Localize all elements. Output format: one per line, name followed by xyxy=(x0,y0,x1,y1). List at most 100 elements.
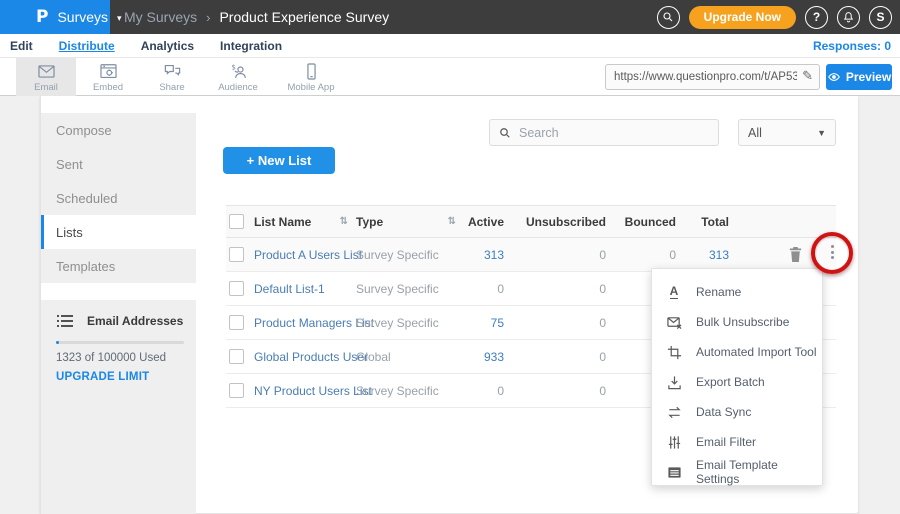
survey-nav-tabs: Edit Distribute Analytics Integration Re… xyxy=(0,34,900,58)
list-name-link[interactable]: Default List-1 xyxy=(254,281,325,296)
list-name-link[interactable]: Product A Users List xyxy=(254,247,363,262)
mobile-app-icon xyxy=(306,62,316,80)
list-name-link[interactable]: Global Products User xyxy=(254,349,369,364)
top-header-bar: P Surveys ▾ My Surveys › Product Experie… xyxy=(0,0,900,34)
breadcrumb-parent[interactable]: My Surveys xyxy=(124,9,198,25)
tab-integration[interactable]: Integration xyxy=(220,38,283,53)
select-all-checkbox[interactable] xyxy=(229,214,244,229)
unsubscribed-count[interactable]: 0 xyxy=(599,247,606,262)
search-icon xyxy=(663,12,673,22)
menu-item-automated-import-tool[interactable]: Automated Import Tool xyxy=(652,337,822,367)
svg-text:$: $ xyxy=(231,62,236,71)
sidebar-item-sent[interactable]: Sent xyxy=(56,156,83,172)
menu-item-email-filter[interactable]: Email Filter xyxy=(652,427,822,457)
email-template-settings-icon xyxy=(666,464,682,480)
chevron-down-icon: ▾ xyxy=(117,12,122,23)
product-switcher[interactable]: P Surveys ▾ xyxy=(0,0,122,34)
embed-icon xyxy=(99,63,117,78)
email-filter-icon xyxy=(666,434,682,450)
survey-url-value: https://www.questionpro.com/t/AP53kZgfo xyxy=(614,71,797,83)
email-icon xyxy=(37,64,55,78)
list-filter-dropdown[interactable]: All ▼ xyxy=(738,119,836,146)
tab-analytics[interactable]: Analytics xyxy=(140,38,195,53)
email-usage-progress-bar xyxy=(56,341,184,344)
upgrade-limit-link[interactable]: UPGRADE LIMIT xyxy=(56,371,150,383)
lists-sidebar: Compose Sent Scheduled Lists Templates xyxy=(41,113,196,283)
breadcrumb: My Surveys › Product Experience Survey xyxy=(124,0,389,34)
sidebar-item-lists[interactable]: Lists xyxy=(41,215,196,249)
edit-url-icon[interactable]: ✎ xyxy=(802,68,813,83)
delete-list-icon[interactable] xyxy=(788,246,803,263)
row-checkbox[interactable] xyxy=(229,315,244,330)
product-menu-label: Surveys xyxy=(57,9,109,25)
notifications-button[interactable] xyxy=(837,5,860,29)
search-button[interactable] xyxy=(656,5,680,29)
export-batch-icon xyxy=(666,374,682,390)
automated-import-icon xyxy=(666,344,682,360)
audience-icon: $ xyxy=(231,62,246,78)
distribute-content-card: Compose Sent Scheduled Lists Templates E… xyxy=(40,96,858,514)
list-name-link[interactable]: NY Product Users List xyxy=(254,383,372,398)
active-count[interactable]: 75 xyxy=(490,315,504,330)
sidebar-item-templates[interactable]: Templates xyxy=(56,258,116,274)
share-icon xyxy=(164,64,180,76)
data-sync-icon xyxy=(666,404,682,420)
sidebar-item-scheduled[interactable]: Scheduled xyxy=(56,190,118,206)
list-search-box xyxy=(489,119,719,146)
avatar[interactable]: S xyxy=(869,5,892,29)
upgrade-now-button[interactable]: Upgrade Now xyxy=(688,5,796,29)
channel-audience[interactable]: $ Audience xyxy=(218,62,258,93)
email-addresses-title: Email Addresses xyxy=(87,314,184,328)
email-addresses-icon xyxy=(57,315,73,327)
unsubscribed-count[interactable]: 0 xyxy=(599,383,606,398)
email-addresses-panel: Email Addresses 1323 of 100000 Used UPGR… xyxy=(41,300,196,514)
survey-url-field[interactable]: https://www.questionpro.com/t/AP53kZgfo … xyxy=(605,64,820,90)
sidebar-item-compose[interactable]: Compose xyxy=(56,122,112,138)
total-count[interactable]: 313 xyxy=(708,247,729,262)
unsubscribed-count[interactable]: 0 xyxy=(599,315,606,330)
row-checkbox[interactable] xyxy=(229,247,244,262)
row-checkbox[interactable] xyxy=(229,349,244,364)
new-list-button[interactable]: + New List xyxy=(223,147,335,174)
menu-item-bulk-unsubscribe[interactable]: Bulk Unsubscribe xyxy=(652,307,822,337)
active-count[interactable]: 933 xyxy=(483,349,504,364)
unsubscribed-count[interactable]: 0 xyxy=(599,349,606,364)
active-count[interactable]: 0 xyxy=(497,281,504,296)
questionpro-logo: P xyxy=(36,7,49,27)
eye-icon xyxy=(827,73,840,81)
active-count[interactable]: 0 xyxy=(497,383,504,398)
sort-icon[interactable]: ⇅ xyxy=(339,216,348,227)
tab-edit[interactable]: Edit xyxy=(10,38,33,53)
channel-mobile-app[interactable]: Mobile App xyxy=(272,58,350,96)
row-checkbox[interactable] xyxy=(229,383,244,398)
breadcrumb-separator-icon: › xyxy=(206,9,211,25)
filter-selected-value: All xyxy=(748,125,762,140)
preview-button[interactable]: Preview xyxy=(826,64,892,90)
list-name-link[interactable]: Product Managers List xyxy=(254,315,375,330)
tab-distribute[interactable]: Distribute xyxy=(58,38,115,53)
unsubscribed-count[interactable]: 0 xyxy=(599,281,606,296)
menu-item-rename[interactable]: A Rename xyxy=(652,277,822,307)
rename-icon: A xyxy=(669,284,679,299)
channel-email[interactable]: Email xyxy=(16,58,76,96)
help-button[interactable]: ? xyxy=(805,5,828,29)
table-row[interactable]: Product A Users List Survey Specific 313… xyxy=(226,238,836,272)
lists-main-area: All ▼ + New List List Name⇅ Type⇅ Active… xyxy=(196,96,858,512)
row-actions-kebab-menu[interactable] xyxy=(827,242,837,262)
menu-item-export-batch[interactable]: Export Batch xyxy=(652,367,822,397)
responses-count[interactable]: Responses: 0 xyxy=(812,38,891,53)
bounced-count[interactable]: 0 xyxy=(669,247,676,262)
menu-item-data-sync[interactable]: Data Sync xyxy=(652,397,822,427)
bell-icon xyxy=(843,11,854,22)
search-input[interactable] xyxy=(519,125,699,140)
page-title: Product Experience Survey xyxy=(219,9,390,25)
distribute-toolbar: Email Embed Share $ Audience Mobile App … xyxy=(0,58,900,96)
active-count[interactable]: 313 xyxy=(483,247,504,262)
menu-item-email-template-settings[interactable]: Email Template Settings xyxy=(652,457,822,487)
channel-embed[interactable]: Embed xyxy=(76,58,140,96)
email-usage-text: 1323 of 100000 Used xyxy=(56,352,166,364)
sort-icon[interactable]: ⇅ xyxy=(447,216,456,227)
channel-share[interactable]: Share xyxy=(140,58,204,96)
row-checkbox[interactable] xyxy=(229,281,244,296)
bulk-unsubscribe-icon xyxy=(666,314,682,330)
